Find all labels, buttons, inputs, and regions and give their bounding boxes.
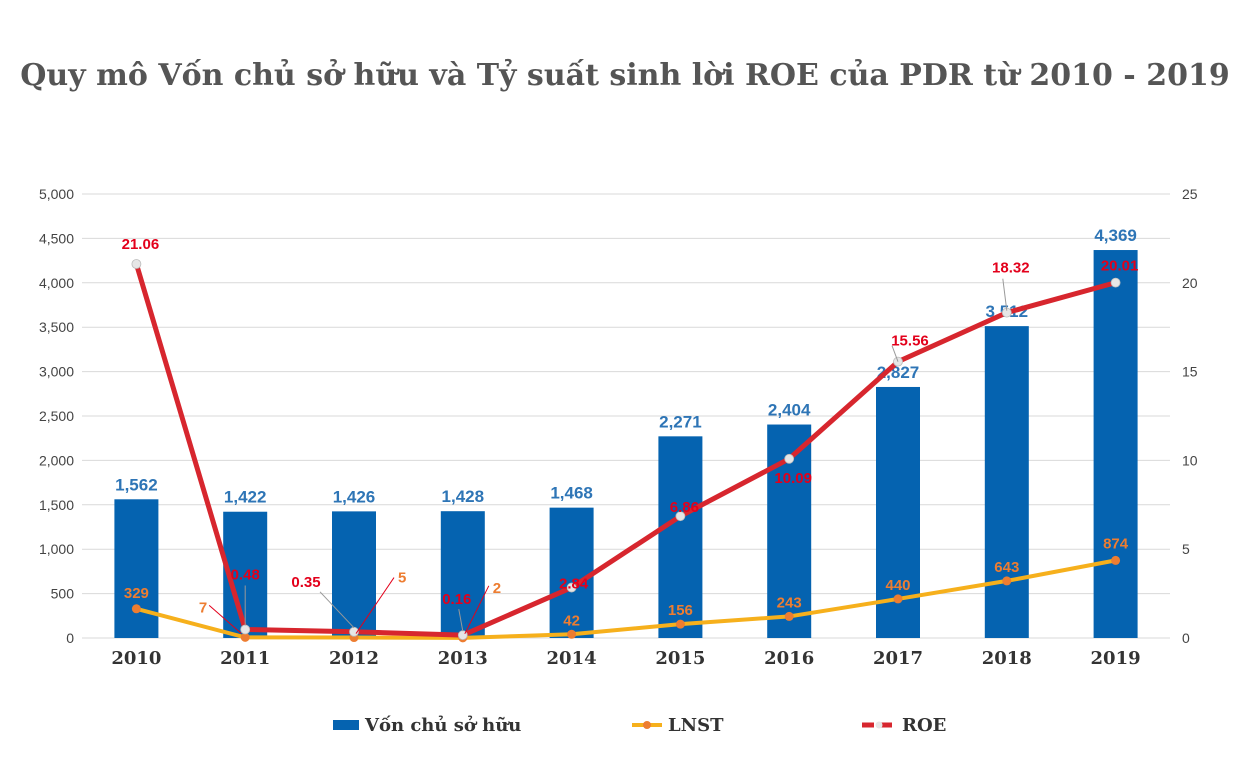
roe-line	[134, 263, 1117, 638]
y-left-tick-label: 3,000	[39, 364, 74, 380]
bar-von-chu-so-huu	[114, 499, 159, 638]
leader-line	[458, 609, 464, 632]
roe-marker	[1110, 277, 1121, 288]
roe-data-label: 0.35	[291, 574, 320, 591]
x-tick-label: 2016	[764, 648, 814, 669]
x-tick-label: 2018	[982, 648, 1032, 669]
lnst-marker	[567, 629, 577, 639]
roe-data-label: 10.09	[774, 470, 812, 487]
lnst-marker	[675, 619, 685, 629]
x-tick-label: 2014	[547, 648, 597, 669]
bar-von-chu-so-huu	[984, 326, 1029, 638]
roe-data-label: 2.84	[559, 576, 589, 593]
y-left-tick-label: 500	[51, 586, 75, 602]
y-left-tick-label: 2,500	[39, 408, 74, 424]
roe-data-label: 0.48	[231, 566, 260, 583]
roe-marker	[566, 582, 577, 593]
lnst-data-label: 7	[199, 599, 207, 616]
lnst-data-label: 2	[493, 580, 501, 597]
roe-data-label: 18.32	[992, 260, 1030, 277]
legend-label-lnst: LNST	[668, 715, 724, 736]
lnst-data-label: 643	[994, 559, 1019, 576]
bar-data-label: 2,271	[659, 412, 702, 431]
chart-title: Quy mô Vốn chủ sở hữu và Tỷ suất sinh lờ…	[20, 58, 1230, 93]
x-tick-label: 2011	[220, 648, 270, 669]
x-tick-label: 2013	[438, 648, 488, 669]
bar-data-label: 2,827	[877, 363, 920, 382]
x-tick-label: 2019	[1091, 648, 1141, 669]
y-left-tick-label: 1,500	[39, 497, 74, 513]
leader-line	[891, 345, 899, 362]
leader-line	[208, 605, 242, 634]
roe-data-label: 20.01	[1101, 258, 1139, 275]
lnst-marker	[784, 611, 794, 621]
legend-marker-roe	[875, 721, 883, 729]
lnst-data-label: 243	[777, 594, 802, 611]
lnst-marker	[240, 632, 250, 642]
leader-line	[464, 585, 490, 635]
roe-marker	[675, 511, 686, 522]
y-left-tick-label: 3,500	[39, 319, 74, 335]
bar-data-label: 1,562	[115, 475, 158, 494]
y-right-tick-label: 25	[1182, 186, 1198, 202]
x-tick-label: 2012	[329, 648, 379, 669]
bar-data-label: 4,369	[1094, 226, 1137, 245]
bar-data-label: 1,428	[442, 487, 485, 506]
bar-data-label: 1,422	[224, 488, 267, 507]
leader-line	[319, 591, 355, 629]
bar-von-chu-so-huu	[658, 436, 703, 638]
lnst-marker	[1002, 576, 1012, 586]
lnst-data-label: 874	[1103, 535, 1129, 552]
lnst-marker	[131, 604, 141, 614]
y-right-tick-label: 5	[1182, 541, 1190, 557]
roe-marker	[131, 259, 142, 269]
lnst-data-label: 440	[885, 577, 910, 594]
lnst-data-label: 329	[124, 585, 149, 602]
legend-marker-lnst	[643, 721, 651, 729]
lnst-marker	[893, 594, 903, 604]
lnst-data-label: 156	[668, 602, 693, 619]
y-left-tick-label: 5,000	[39, 186, 74, 202]
y-left-tick-label: 4,500	[39, 230, 74, 246]
y-left-tick-label: 4,000	[39, 275, 74, 291]
y-left-tick-label: 2,000	[39, 452, 74, 468]
legend-label-von-chu-so-huu: Vốn chủ sở hữu	[364, 714, 521, 736]
bar-von-chu-so-huu	[440, 511, 485, 638]
leader-line	[1002, 278, 1008, 311]
y-right-tick-label: 10	[1182, 452, 1198, 468]
bar-data-label: 1,426	[333, 487, 376, 506]
lnst-line	[135, 558, 1116, 640]
roe-marker	[240, 624, 251, 635]
y-right-tick-label: 15	[1182, 364, 1198, 380]
y-right-tick-label: 0	[1182, 630, 1190, 646]
bar-von-chu-so-huu	[549, 507, 594, 638]
x-tick-label: 2015	[655, 648, 705, 669]
lnst-data-label: 42	[563, 612, 580, 629]
leader-line	[355, 577, 395, 634]
roe-data-label: 0.16	[442, 591, 471, 608]
legend-swatch-von-chu-so-huu	[333, 720, 359, 730]
roe-data-label: 21.06	[122, 236, 160, 253]
legend-label-roe: ROE	[902, 715, 946, 736]
roe-data-label: 6.86	[670, 499, 699, 516]
bar-von-chu-so-huu	[1093, 250, 1138, 638]
y-left-tick-label: 1,000	[39, 541, 74, 557]
x-tick-label: 2017	[873, 648, 923, 669]
roe-data-label: 15.56	[891, 333, 929, 350]
y-left-tick-label: 0	[66, 630, 74, 646]
roe-marker	[784, 453, 795, 464]
y-right-tick-label: 20	[1182, 275, 1198, 291]
bar-data-label: 2,404	[768, 401, 811, 420]
lnst-data-label: 5	[398, 570, 406, 587]
lnst-marker	[1111, 555, 1121, 565]
x-tick-label: 2010	[111, 648, 161, 669]
bar-data-label: 1,468	[550, 484, 593, 503]
bar-von-chu-so-huu	[332, 511, 376, 638]
